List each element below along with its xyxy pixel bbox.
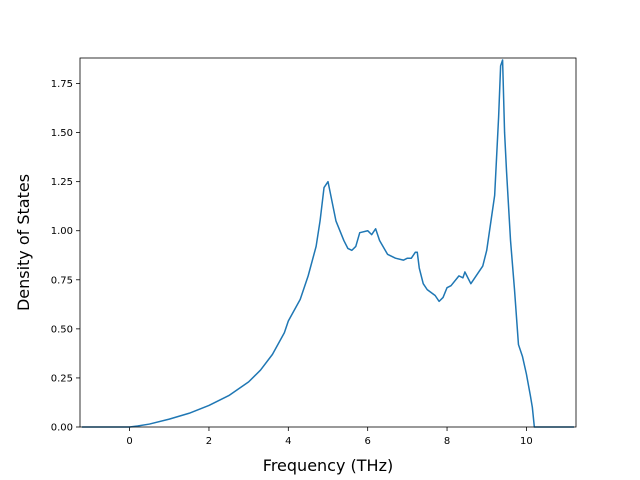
x-tick-label: 0 xyxy=(126,436,132,447)
y-tick-label: 0.25 xyxy=(51,373,73,384)
y-tick-label: 0.00 xyxy=(51,423,73,434)
x-tick-label: 6 xyxy=(364,436,370,447)
y-tick-label: 1.00 xyxy=(51,226,73,237)
y-tick-label: 1.25 xyxy=(51,177,73,188)
x-tick-label: 10 xyxy=(520,436,533,447)
x-axis-label: Frequency (THz) xyxy=(263,456,393,475)
density-of-states-line xyxy=(81,59,575,428)
x-tick-label: 2 xyxy=(206,436,212,447)
y-tick-label: 0.50 xyxy=(51,324,73,335)
y-axis-ticks: 0.00 0.25 0.50 0.75 1.00 1.25 1.50 1.75 xyxy=(51,79,80,434)
y-tick-label: 0.75 xyxy=(51,275,73,286)
y-axis-label: Density of States xyxy=(14,174,33,311)
x-tick-label: 4 xyxy=(285,436,291,447)
x-axis-ticks: 0 2 4 6 8 10 xyxy=(126,427,533,447)
y-tick-label: 1.75 xyxy=(51,79,73,90)
plot-area-frame xyxy=(79,57,577,428)
x-tick-label: 8 xyxy=(444,436,450,447)
y-tick-label: 1.50 xyxy=(51,128,73,139)
